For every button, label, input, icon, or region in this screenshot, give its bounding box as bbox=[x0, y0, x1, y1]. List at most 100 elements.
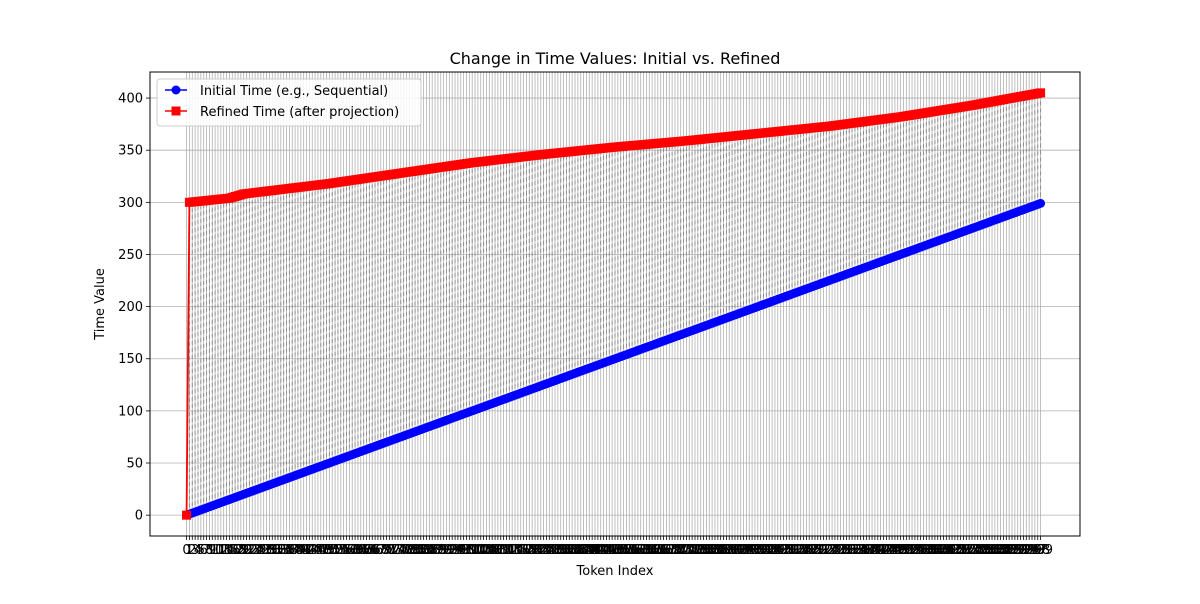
x-tick-label: 95 bbox=[450, 543, 467, 558]
x-tick-label: 138 bbox=[568, 543, 593, 558]
x-tick-label: 41 bbox=[295, 543, 312, 558]
x-tick-label: 26 bbox=[253, 543, 270, 558]
x-tick-label: 176 bbox=[677, 543, 702, 558]
y-tick-label: 350 bbox=[118, 144, 143, 159]
x-tick-label: 233 bbox=[840, 543, 865, 558]
x-tick-label: 258 bbox=[911, 543, 936, 558]
x-tick-label: 143 bbox=[583, 543, 608, 558]
x-tick-label: 35 bbox=[278, 543, 295, 558]
x-tick-label: 141 bbox=[577, 543, 602, 558]
x-tick-label: 63 bbox=[358, 543, 375, 558]
x-tick-label: 294 bbox=[1014, 543, 1039, 558]
x-tick-label: 177 bbox=[680, 543, 705, 558]
x-tick-label: 34 bbox=[275, 543, 292, 558]
x-tick-label: 291 bbox=[1005, 543, 1030, 558]
x-tick-label: 196 bbox=[734, 543, 759, 558]
x-tick-label: 296 bbox=[1020, 543, 1045, 558]
x-tick-label: 79 bbox=[404, 543, 421, 558]
x-tick-label: 90 bbox=[435, 543, 452, 558]
x-tick-label: 152 bbox=[608, 543, 633, 558]
x-tick-label: 281 bbox=[977, 543, 1002, 558]
x-tick-label: 43 bbox=[301, 543, 318, 558]
x-tick-label: 253 bbox=[897, 543, 922, 558]
x-tick-label: 168 bbox=[654, 543, 679, 558]
x-tick-label: 91 bbox=[438, 543, 455, 558]
x-tick-label: 106 bbox=[477, 543, 502, 558]
x-tick-label: 297 bbox=[1022, 543, 1047, 558]
x-tick-label: 156 bbox=[620, 543, 645, 558]
x-tick-label: 142 bbox=[580, 543, 605, 558]
x-tick-label: 56 bbox=[338, 543, 355, 558]
x-tick-label: 218 bbox=[797, 543, 822, 558]
x-tick-label: 219 bbox=[800, 543, 825, 558]
x-tick-label: 232 bbox=[837, 543, 862, 558]
x-tick-label: 25 bbox=[250, 543, 267, 558]
x-tick-label: 131 bbox=[548, 543, 573, 558]
x-tick-label: 133 bbox=[554, 543, 579, 558]
x-tick-label: 198 bbox=[740, 543, 765, 558]
x-tick-label: 231 bbox=[834, 543, 859, 558]
y-tick-label: 50 bbox=[126, 457, 143, 472]
y-tick-label: 0 bbox=[135, 509, 143, 524]
x-tick-label: 116 bbox=[505, 543, 530, 558]
x-tick-label: 22 bbox=[241, 543, 258, 558]
connector-lines bbox=[188, 92, 1042, 515]
x-tick-label: 78 bbox=[401, 543, 418, 558]
x-tick-label: 173 bbox=[668, 543, 693, 558]
x-tick-label: 6 bbox=[200, 543, 208, 558]
x-tick-label: 175 bbox=[674, 543, 699, 558]
x-tick-label: 293 bbox=[1011, 543, 1036, 558]
x-tick-label: 216 bbox=[791, 543, 816, 558]
x-tick-label: 247 bbox=[880, 543, 905, 558]
x-tick-label: 20 bbox=[235, 543, 252, 558]
x-tick-label: 267 bbox=[937, 543, 962, 558]
x-tick-label: 189 bbox=[714, 543, 739, 558]
x-tick-label: 298 bbox=[1025, 543, 1050, 558]
x-tick-label: 139 bbox=[571, 543, 596, 558]
refined-time-point bbox=[182, 510, 192, 520]
x-tick-label: 50 bbox=[321, 543, 338, 558]
x-tick-label: 135 bbox=[560, 543, 585, 558]
x-tick-label: 53 bbox=[330, 543, 347, 558]
x-tick-label: 121 bbox=[520, 543, 545, 558]
x-tick-label: 277 bbox=[965, 543, 990, 558]
x-tick-label: 161 bbox=[634, 543, 659, 558]
x-tick-label: 269 bbox=[942, 543, 967, 558]
x-tick-label: 179 bbox=[685, 543, 710, 558]
x-tick-label: 278 bbox=[968, 543, 993, 558]
x-tick-label: 187 bbox=[708, 543, 733, 558]
x-tick-label: 263 bbox=[925, 543, 950, 558]
x-tick-label: 27 bbox=[255, 543, 272, 558]
x-tick-label: 201 bbox=[748, 543, 773, 558]
x-tick-label: 33 bbox=[273, 543, 290, 558]
x-tick-label: 206 bbox=[763, 543, 788, 558]
x-tick-label: 74 bbox=[390, 543, 407, 558]
x-tick-label: 193 bbox=[725, 543, 750, 558]
x-tick-label: 244 bbox=[871, 543, 896, 558]
x-tick-label: 51 bbox=[324, 543, 341, 558]
x-tick-label: 117 bbox=[508, 543, 533, 558]
x-tick-label: 211 bbox=[777, 543, 802, 558]
legend-label-initial: Initial Time (e.g., Sequential) bbox=[200, 84, 388, 99]
x-tick-label: 17 bbox=[227, 543, 244, 558]
x-tick-label: 5 bbox=[197, 543, 205, 558]
x-tick-label: 243 bbox=[868, 543, 893, 558]
x-tick-label: 65 bbox=[364, 543, 381, 558]
x-tick-label: 251 bbox=[891, 543, 916, 558]
x-tick-label: 114 bbox=[500, 543, 525, 558]
x-tick-label: 69 bbox=[375, 543, 392, 558]
x-tick-label: 270 bbox=[945, 543, 970, 558]
x-tick-label: 36 bbox=[281, 543, 298, 558]
x-tick-label: 190 bbox=[717, 543, 742, 558]
x-tick-label: 214 bbox=[785, 543, 810, 558]
x-tick-label: 42 bbox=[298, 543, 315, 558]
x-tick-label: 220 bbox=[803, 543, 828, 558]
x-tick-label: 194 bbox=[728, 543, 753, 558]
x-tick-label: 226 bbox=[820, 543, 845, 558]
x-tick-label: 239 bbox=[857, 543, 882, 558]
x-tick-label: 107 bbox=[480, 543, 505, 558]
x-tick-label: 227 bbox=[823, 543, 848, 558]
x-tick-label: 154 bbox=[614, 543, 639, 558]
